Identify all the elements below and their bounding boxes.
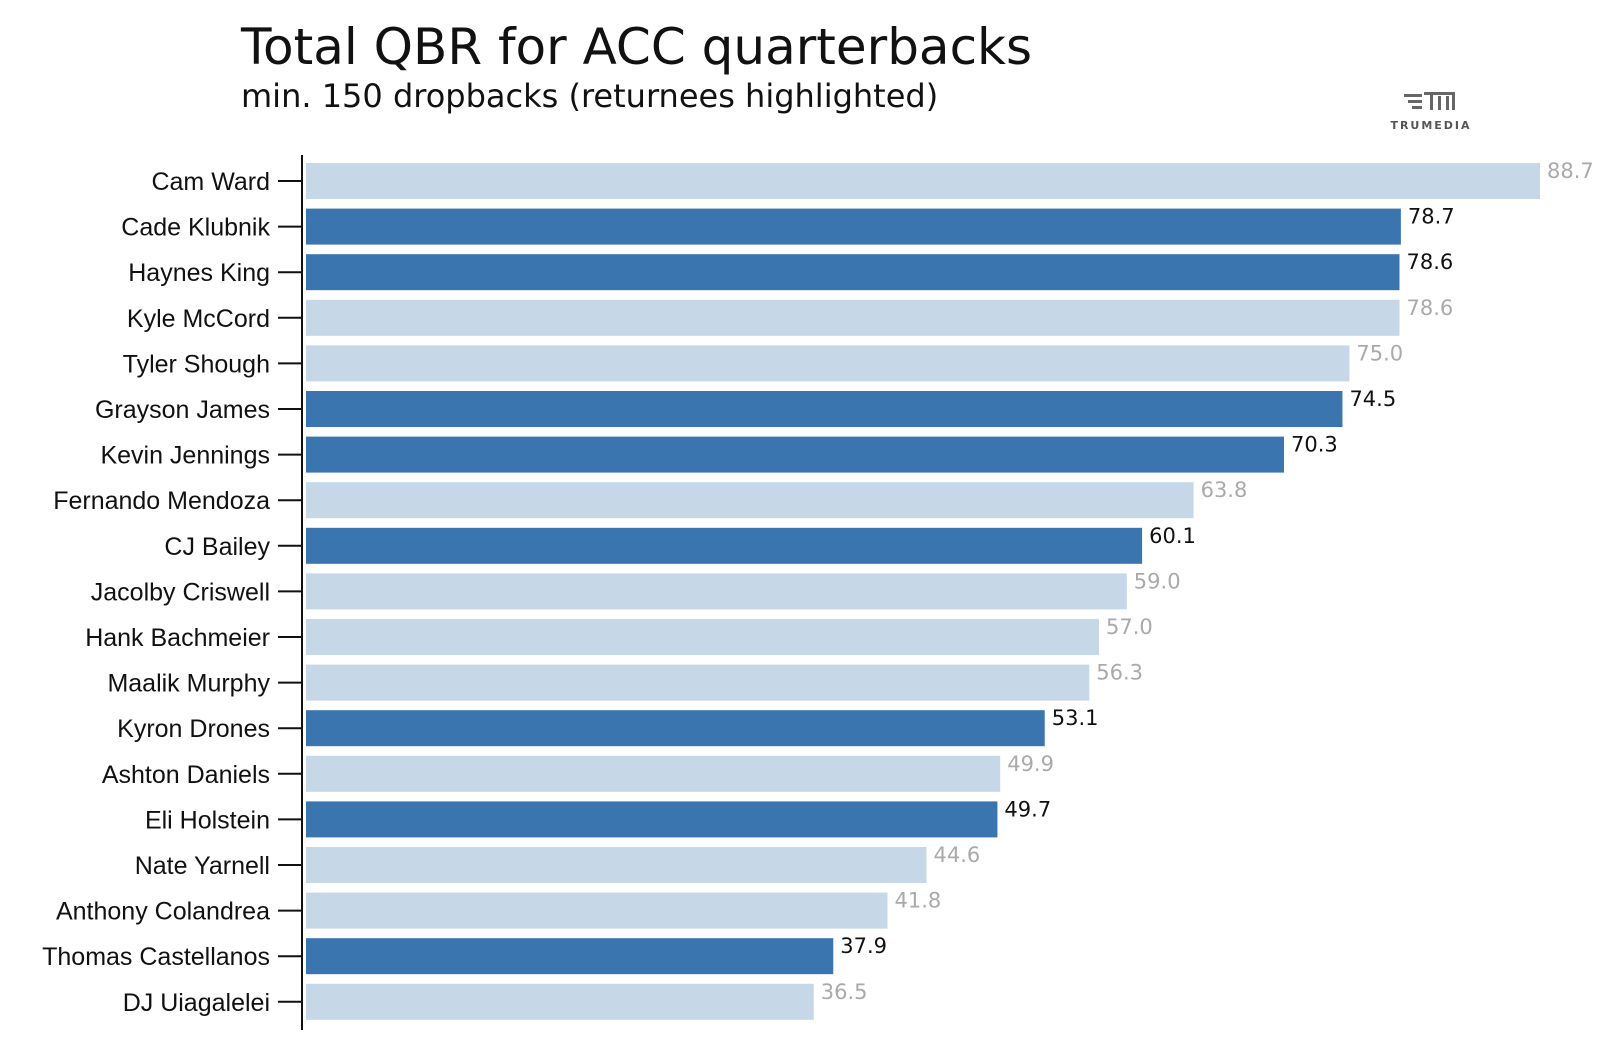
- category-label: Hank Bachmeier: [85, 624, 270, 652]
- category-label: Ashton Daniels: [102, 761, 270, 789]
- bar-returnee: [306, 254, 1400, 291]
- value-label: 56.3: [1096, 661, 1143, 685]
- value-label: 37.9: [840, 934, 887, 958]
- logo-text: TRUMEDIA: [1390, 119, 1472, 132]
- bar: [306, 299, 1400, 336]
- value-label: 70.3: [1291, 433, 1338, 457]
- category-label: Maalik Murphy: [107, 670, 270, 698]
- value-label: 74.5: [1349, 387, 1396, 411]
- bar: [306, 983, 814, 1020]
- trumedia-logo-icon: [1404, 92, 1455, 110]
- bar-returnee: [306, 801, 998, 838]
- value-label: 49.7: [1004, 797, 1051, 821]
- bar-returnee: [306, 938, 834, 975]
- category-label: Kyle McCord: [127, 305, 270, 333]
- category-label: Haynes King: [128, 259, 270, 287]
- category-label: Kyron Drones: [117, 715, 270, 743]
- value-label: 60.1: [1149, 524, 1196, 548]
- bar: [306, 847, 927, 883]
- bar: [306, 482, 1194, 519]
- category-label: CJ Bailey: [164, 533, 270, 561]
- category-label: Eli Holstein: [145, 806, 270, 834]
- value-label: 78.6: [1406, 296, 1453, 320]
- category-label: Fernando Mendoza: [53, 487, 270, 515]
- category-label: Grayson James: [95, 396, 270, 424]
- category-label: DJ Uiagalelei: [123, 989, 270, 1017]
- bar: [306, 892, 888, 929]
- category-label: Nate Yarnell: [135, 852, 270, 880]
- value-label: 59.0: [1134, 569, 1181, 593]
- bar: [306, 664, 1090, 701]
- category-label: Anthony Colandrea: [56, 898, 270, 926]
- category-label: Thomas Castellanos: [42, 943, 270, 971]
- bar-returnee: [306, 527, 1143, 564]
- value-label: 41.8: [895, 889, 942, 913]
- value-label: 49.9: [1007, 752, 1054, 776]
- category-label: Kevin Jennings: [100, 442, 270, 470]
- bar-returnee: [306, 391, 1343, 427]
- value-label: 88.7: [1547, 159, 1594, 183]
- value-label: 63.8: [1201, 478, 1248, 502]
- trumedia-logo: TRUMEDIA: [1386, 90, 1476, 132]
- value-label: 78.7: [1408, 205, 1455, 229]
- bar-returnee: [306, 436, 1285, 473]
- category-label: Cam Ward: [151, 168, 270, 196]
- value-label: 44.6: [933, 843, 980, 867]
- chart-subtitle: min. 150 dropbacks (returnees highlighte…: [241, 77, 939, 115]
- category-label: Jacolby Criswell: [91, 578, 270, 606]
- value-label: 75.0: [1356, 341, 1403, 365]
- chart-title: Total QBR for ACC quarterbacks: [241, 18, 1033, 76]
- bar: [306, 755, 1001, 792]
- value-label: 36.5: [821, 980, 868, 1004]
- bar: [306, 619, 1099, 655]
- bar-returnee: [306, 710, 1045, 747]
- category-label: Cade Klubnik: [121, 214, 270, 242]
- bar: [306, 345, 1350, 382]
- value-label: 53.1: [1052, 706, 1099, 730]
- bar: [306, 573, 1127, 610]
- bar-returnee: [306, 208, 1401, 245]
- category-label: Tyler Shough: [123, 350, 270, 378]
- bar: [306, 163, 1540, 199]
- value-label: 78.6: [1406, 250, 1453, 274]
- value-label: 57.0: [1106, 615, 1153, 639]
